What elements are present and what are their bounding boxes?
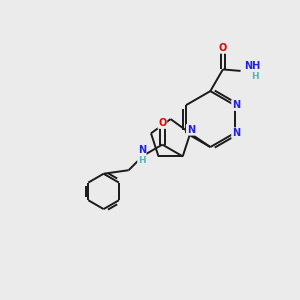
Text: H: H <box>138 155 146 164</box>
Text: N: N <box>187 125 195 135</box>
Text: N: N <box>138 145 146 155</box>
Text: H: H <box>251 72 259 81</box>
Text: N: N <box>232 128 240 138</box>
Text: NH: NH <box>244 61 260 71</box>
Text: O: O <box>219 43 227 53</box>
Text: N: N <box>232 100 240 110</box>
Text: O: O <box>158 118 166 128</box>
